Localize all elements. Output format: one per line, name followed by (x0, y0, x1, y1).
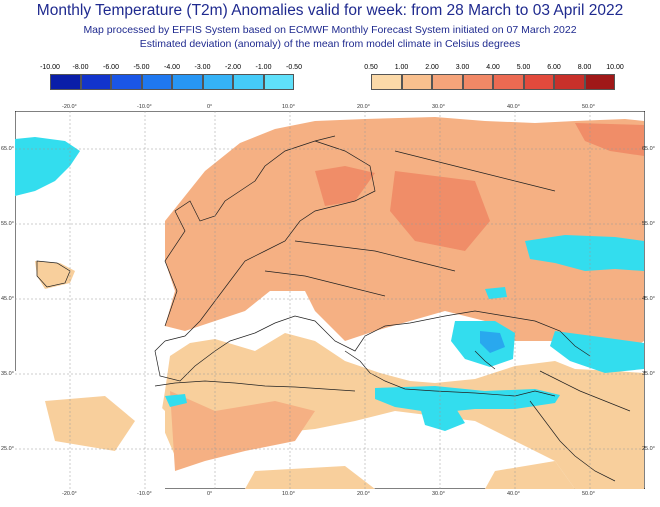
longitude-tick-label: 0° (207, 491, 213, 497)
warm-colorbar-swatch (462, 74, 493, 90)
cold-colorbar-swatch (141, 74, 172, 90)
cold-colorbar-label: -6.00 (103, 64, 119, 71)
cold-colorbar-label: -2.00 (225, 64, 241, 71)
longitude-tick-label: 30.0° (432, 104, 445, 110)
longitude-tick-label: -20.0° (62, 104, 77, 110)
longitude-tick-label: 40.0° (507, 491, 520, 497)
map-description: Estimated deviation (anomaly) of the mea… (139, 38, 521, 50)
warm-colorbar-swatch (554, 74, 585, 90)
longitude-tick-label: -20.0° (62, 491, 77, 497)
map-title: Monthly Temperature (T2m) Anomalies vali… (36, 2, 624, 19)
anomaly-map (15, 111, 645, 489)
cold-colorbar-label: -4.00 (164, 64, 180, 71)
longitude-tick-label: 30.0° (432, 491, 445, 497)
warm-colorbar-label: 0.50 (364, 64, 378, 71)
warm-colorbar-label: 3.00 (455, 64, 470, 71)
cold-colorbar-swatch (233, 74, 264, 90)
warm-colorbar-swatch (371, 74, 402, 90)
cold-colorbar-label: -1.00 (255, 64, 272, 71)
latitude-tick-label: 35.0° (642, 371, 655, 377)
cold-colorbar-swatch (80, 74, 111, 90)
cold-colorbar-label: -10.00 (40, 64, 60, 71)
cold-colorbar-swatch (202, 74, 233, 90)
warm-colorbar-swatch (401, 74, 432, 90)
graticule (15, 111, 645, 489)
latitude-tick-label: 25.0° (1, 446, 14, 452)
warm-colorbar-swatch (584, 74, 615, 90)
longitude-tick-label: 40.0° (507, 104, 520, 110)
warm-colorbar-swatch (523, 74, 554, 90)
longitude-tick-label: 10.0° (282, 491, 295, 497)
latitude-tick-label: 65.0° (642, 146, 655, 152)
map-subtitle: Map processed by EFFIS System based on E… (83, 24, 577, 36)
latitude-tick-label: 55.0° (1, 221, 14, 227)
cold-colorbar-label: -3.00 (194, 64, 211, 71)
cold-colorbar-label: -8.00 (72, 64, 89, 71)
cold-colorbar-swatch (50, 74, 81, 90)
warm-anomaly-areas (15, 117, 644, 489)
longitude-tick-label: 20.0° (357, 104, 370, 110)
cold-colorbar-label: -5.00 (133, 64, 150, 71)
latitude-tick-label: 45.0° (642, 296, 655, 302)
cold-anomaly-areas (15, 137, 644, 431)
cold-colorbar-label: -0.50 (286, 64, 302, 71)
latitude-tick-label: 25.0° (642, 446, 655, 452)
warm-colorbar-label: 2.00 (425, 64, 439, 71)
longitude-tick-label: 50.0° (582, 491, 595, 497)
longitude-tick-label: -10.0° (137, 104, 152, 110)
longitude-tick-label: -10.0° (137, 491, 152, 497)
latitude-tick-label: 65.0° (1, 146, 14, 152)
warm-colorbar-swatch (493, 74, 524, 90)
warm-colorbar-label: 1.00 (394, 64, 409, 71)
warm-colorbar-label: 6.00 (547, 64, 561, 71)
warm-colorbar-label: 5.00 (516, 64, 531, 71)
cold-colorbar-swatch (172, 74, 203, 90)
longitude-tick-label: 20.0° (357, 491, 370, 497)
warm-colorbar-label: 10.00 (606, 64, 624, 71)
cold-colorbar-swatch (111, 74, 142, 90)
latitude-tick-label: 45.0° (1, 296, 14, 302)
warm-colorbar-swatch (432, 74, 463, 90)
warm-colorbar-label: 4.00 (486, 64, 500, 71)
latitude-tick-label: 55.0° (642, 221, 655, 227)
longitude-tick-label: 10.0° (282, 104, 295, 110)
longitude-tick-label: 50.0° (582, 104, 595, 110)
latitude-tick-label: 35.0° (1, 371, 14, 377)
warm-colorbar-label: 8.00 (577, 64, 592, 71)
longitude-tick-label: 0° (207, 104, 213, 110)
cold-colorbar-swatch (263, 74, 294, 90)
